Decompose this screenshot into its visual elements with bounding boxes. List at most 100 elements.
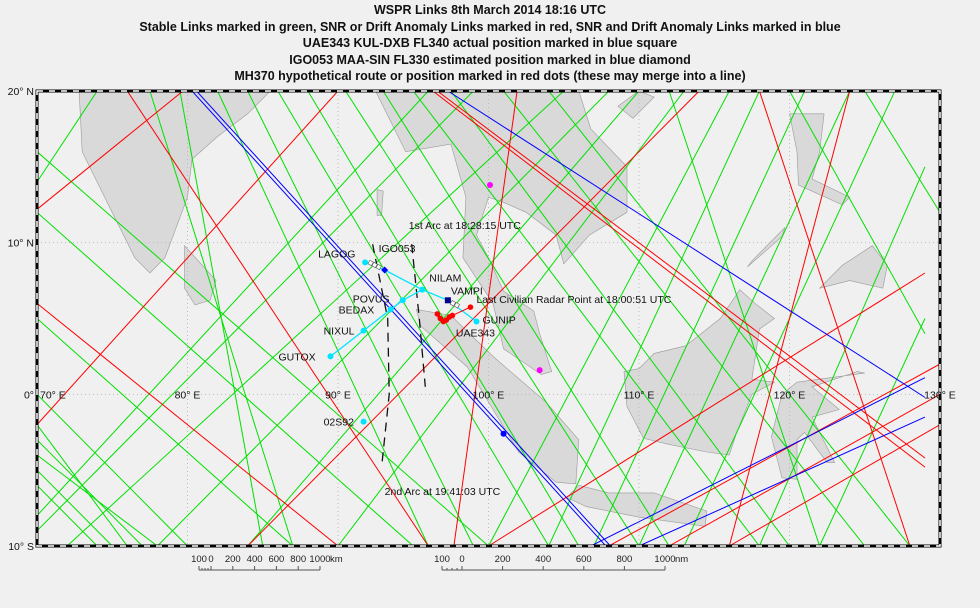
- stable-link-line: [37, 439, 143, 546]
- aircraft-icon: [367, 259, 374, 267]
- stable-link-line: [157, 91, 610, 546]
- satellite-arc-1: [411, 244, 426, 387]
- arc-label-1: 1st Arc at 18:28:15 UTC: [409, 220, 521, 232]
- stable-link-line: [382, 91, 670, 546]
- longitude-label: 120° E: [774, 389, 806, 401]
- scale-tick-label: 100: [191, 554, 207, 565]
- stable-link-line: [277, 91, 550, 546]
- scale-tick-label: 800: [616, 554, 632, 565]
- stable-link-line: [37, 484, 98, 546]
- snr-drift-anomaly-link-line: [447, 91, 926, 398]
- scale-unit-label: km: [330, 554, 343, 565]
- igo053-diamond-marker: [381, 266, 389, 274]
- stable-link-line: [37, 469, 113, 546]
- stable-link-line: [758, 166, 926, 546]
- scale-tick-label: 200: [225, 554, 241, 565]
- stable-link-line: [247, 91, 474, 546]
- stable-link-line: [668, 91, 821, 546]
- waypoint-marker: [327, 353, 334, 360]
- anomaly-link-line: [488, 272, 926, 546]
- landmass: [747, 227, 786, 268]
- snr-drift-anomaly-link-line: [590, 377, 926, 546]
- figure-title-block: WSPR Links 8th March 2014 18:16 UTC Stab…: [0, 2, 980, 85]
- anomaly-link-line: [608, 363, 940, 546]
- anomaly-link-line: [37, 91, 339, 426]
- stable-link-line: [488, 91, 730, 546]
- magenta-marker: [536, 367, 543, 374]
- latitude-label: 20° N: [8, 86, 34, 98]
- stable-link-line: [179, 91, 264, 546]
- waypoint-label: BEDAX: [339, 304, 375, 316]
- uae343-square-marker: [444, 297, 451, 304]
- blue-marker: [500, 430, 507, 437]
- stable-link-line: [37, 91, 98, 183]
- longitude-label: 100° E: [473, 389, 505, 401]
- anomaly-link-line: [758, 91, 911, 546]
- stable-link-line: [66, 91, 565, 546]
- waypoint-marker: [419, 286, 426, 293]
- last-radar-label: Last Civilian Radar Point at 18:00:51 UT…: [476, 294, 671, 306]
- aircraft-icon: [449, 300, 457, 307]
- longitude-label: 110° E: [624, 389, 655, 401]
- stable-link-line: [789, 91, 926, 334]
- aircraft-icon: [375, 263, 382, 271]
- anomaly-link-line: [453, 91, 518, 546]
- landmasses: [37, 91, 888, 527]
- scale-unit-label: nm: [675, 554, 688, 565]
- waypoint-label: GUNIP: [482, 315, 515, 327]
- scale-tick-label: 400: [247, 554, 263, 565]
- stable-link-line: [548, 91, 911, 546]
- magenta-marker: [487, 182, 494, 189]
- waypoint-label: 02S92: [324, 417, 355, 429]
- anomaly-link-line: [37, 91, 184, 210]
- waypoint-label: GUTOX: [278, 351, 315, 363]
- landmass: [789, 113, 851, 206]
- waypoint-label: NILAM: [429, 273, 461, 285]
- title-line-3: UAE343 KUL-DXB FL340 actual position mar…: [302, 36, 678, 51]
- landmass: [566, 484, 708, 527]
- latitude-label: 0°: [24, 389, 34, 401]
- scale-tick-label: 600: [576, 554, 592, 565]
- scale-tick-label: 800: [290, 554, 306, 565]
- stable-link-line: [37, 151, 489, 546]
- stable-link-line: [345, 91, 640, 546]
- waypoint-marker: [473, 318, 480, 325]
- stable-link-line: [37, 318, 294, 546]
- igo053-label: IGO053: [379, 243, 416, 255]
- scale-tick-label: 100: [434, 554, 450, 565]
- anomaly-link-line: [126, 91, 429, 546]
- landmass: [617, 91, 655, 119]
- stable-link-line: [37, 454, 158, 546]
- title-line-2: Stable Links marked in green, SNR or Dri…: [139, 19, 841, 34]
- snr-drift-anomaly-link-line: [196, 91, 611, 546]
- scale-tick-label: 200: [495, 554, 511, 565]
- snr-drift-anomaly-link-line: [191, 91, 607, 546]
- stable-link-line: [37, 91, 429, 517]
- title-line-1: WSPR Links 8th March 2014 18:16 UTC: [373, 3, 607, 17]
- axis-labels: 70° E 80° E 90° E 100° E 110° E 120° E 130° E 2…: [8, 86, 956, 553]
- waypoint-marker: [399, 297, 406, 304]
- wspr-links: [37, 91, 940, 546]
- landmass: [771, 371, 865, 480]
- stable-link-line: [450, 91, 790, 546]
- waypoint-marker: [387, 306, 394, 313]
- stable-link-line: [247, 91, 640, 546]
- stable-link-line: [864, 91, 940, 213]
- latitude-label: 10° S: [8, 541, 34, 553]
- longitude-label: 80° E: [175, 389, 201, 401]
- landmass: [415, 309, 580, 485]
- scale-tick-label: 0: [208, 554, 213, 565]
- stable-link-line: [548, 91, 760, 546]
- stable-link-line: [37, 393, 188, 546]
- mh370-position-dot: [434, 311, 441, 317]
- longitude-label: 130° E: [924, 389, 956, 401]
- nm-scale-bar: 100 0 200 400 600 800 1000 nm: [434, 554, 688, 571]
- scale-bars: 100 0 200 400 600 800 1000 km 100 0 200 400 600 800 10…: [191, 554, 688, 571]
- anomaly-link-line: [37, 302, 339, 546]
- waypoint-label: NIXUL: [324, 326, 355, 338]
- arc-label-2: 2nd Arc at 19:41:03 UTC: [385, 486, 501, 498]
- waypoint-label: LAGOG: [318, 248, 355, 260]
- satellite-arc-2: [371, 244, 390, 468]
- stable-link-line: [37, 424, 128, 546]
